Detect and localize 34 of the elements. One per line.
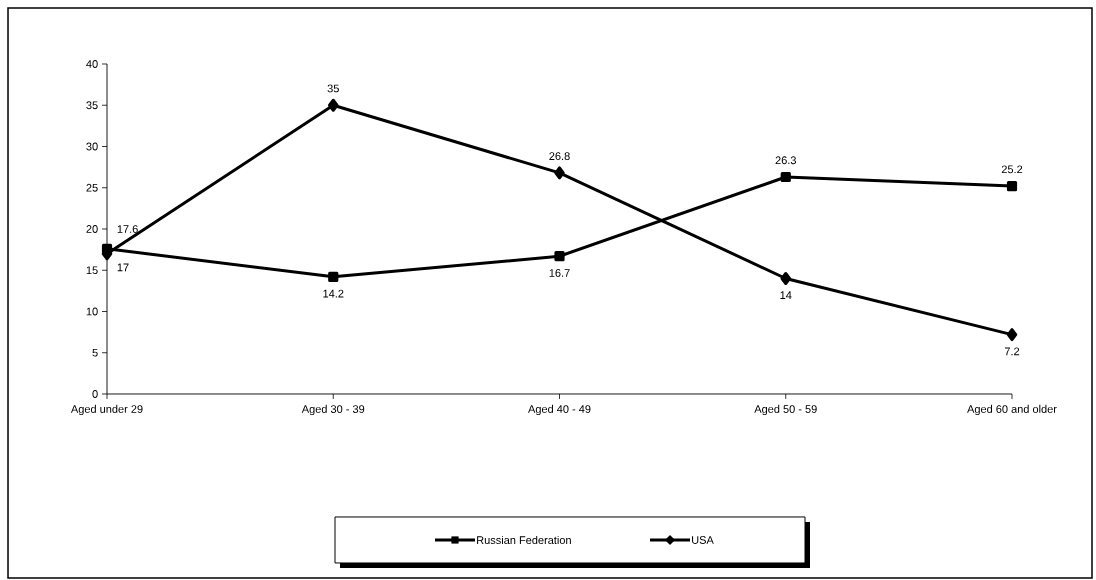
point [328,271,339,282]
data-label: 17.6 [117,225,138,233]
y-tick-label: 20 [86,225,98,233]
data-label: 17 [117,263,129,272]
point [554,166,565,180]
legend-label: USA [692,536,714,544]
data-label: 35 [327,84,339,93]
x-tick-label: Aged 40 - 49 [528,404,591,416]
data-label: 14.2 [323,289,344,298]
y-tick-label: 40 [86,60,98,68]
x-tick-label: Aged 50 - 59 [754,404,817,416]
data-label: 26.8 [549,152,570,161]
y-tick-label: 25 [86,183,98,192]
y-tick-label: 30 [86,142,98,151]
data-label: 25.2 [1001,165,1023,174]
x-tick-label: Aged 60 and older [967,404,1057,416]
x-tick-label: Aged 30 - 39 [301,404,365,416]
y-tick-label: 5 [92,348,98,357]
point [780,271,792,285]
data-label: 26.3 [775,156,796,165]
x-tick-label: Aged under 29 [70,404,143,416]
y-tick-label: 15 [86,266,98,275]
data-label: 7.2 [1004,347,1020,356]
point [1006,180,1018,192]
point [554,251,565,262]
y-tick-label: 0 [92,390,98,398]
point [780,171,791,183]
data-label: 16.7 [549,269,570,277]
legend-label: Russian Federation [477,535,571,545]
point [1006,328,1018,342]
y-tick-label: 10 [86,307,98,316]
point [328,98,339,112]
data-label: 14 [780,291,792,299]
y-tick-label: 35 [86,101,98,110]
